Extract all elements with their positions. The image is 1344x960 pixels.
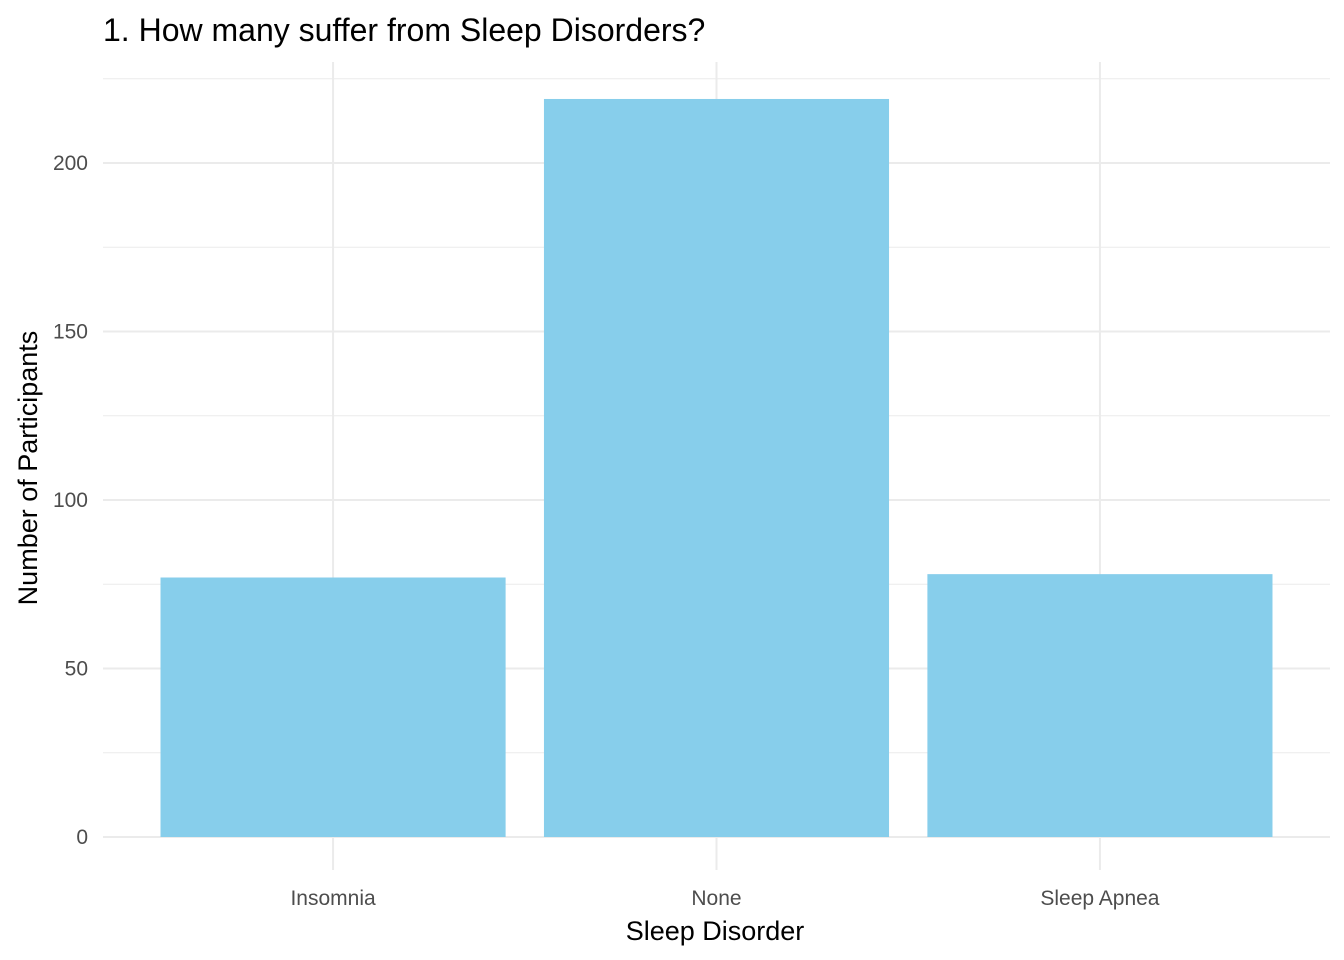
x-axis-tick-labels: Insomnia None Sleep Apnea [290,887,1159,910]
y-axis-title: Number of Participants [13,331,43,606]
bars [160,98,1273,838]
y-tick-label: 150 [53,321,88,344]
y-tick-label: 0 [76,826,88,849]
bar-insomnia [160,577,506,837]
x-tick-label: None [691,887,741,910]
y-tick-label: 50 [65,658,88,681]
bar-none [543,98,890,838]
bar-sleep-apnea [927,574,1273,837]
chart-title: 1. How many suffer from Sleep Disorders? [103,12,705,48]
y-tick-label: 100 [53,489,88,512]
x-axis-title: Sleep Disorder [626,916,805,946]
y-axis-tick-labels: 0 50 100 150 200 [53,152,88,849]
y-tick-label: 200 [53,152,88,175]
x-tick-label: Sleep Apnea [1040,887,1159,910]
x-tick-label: Insomnia [290,887,376,910]
